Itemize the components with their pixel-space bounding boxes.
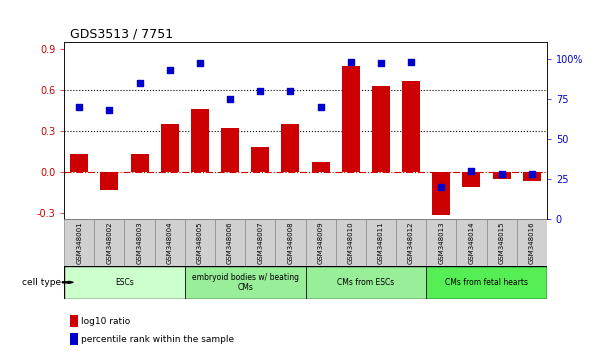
FancyBboxPatch shape [64, 266, 185, 299]
Bar [282, 124, 299, 172]
Text: GSM348007: GSM348007 [257, 221, 263, 264]
Text: GSM348013: GSM348013 [438, 221, 444, 264]
FancyBboxPatch shape [456, 219, 486, 266]
FancyBboxPatch shape [276, 219, 306, 266]
Text: GSM348012: GSM348012 [408, 221, 414, 264]
FancyBboxPatch shape [517, 219, 547, 266]
FancyBboxPatch shape [185, 219, 215, 266]
Bar [161, 124, 179, 172]
Bar [463, 172, 480, 187]
Point [285, 88, 295, 93]
Text: GSM348006: GSM348006 [227, 221, 233, 264]
Bar [372, 86, 390, 172]
FancyBboxPatch shape [245, 219, 276, 266]
Text: GSM348014: GSM348014 [469, 221, 474, 264]
Point [195, 61, 205, 66]
Text: log10 ratio: log10 ratio [81, 317, 131, 326]
Point [255, 88, 265, 93]
Bar [342, 65, 360, 172]
Point [376, 61, 386, 66]
FancyBboxPatch shape [366, 219, 396, 266]
Bar [312, 162, 330, 172]
Point [316, 104, 326, 110]
Bar [70, 154, 89, 172]
Bar [191, 109, 209, 172]
Bar [523, 172, 541, 181]
Bar [402, 81, 420, 172]
Point [406, 59, 416, 65]
Bar [221, 128, 239, 172]
Text: GSM348002: GSM348002 [106, 221, 112, 264]
Point [467, 169, 477, 174]
Bar [251, 147, 269, 172]
Point [497, 172, 507, 177]
Text: GSM348016: GSM348016 [529, 221, 535, 264]
Text: GSM348011: GSM348011 [378, 221, 384, 264]
FancyBboxPatch shape [185, 266, 306, 299]
FancyBboxPatch shape [426, 219, 456, 266]
Text: GSM348004: GSM348004 [167, 221, 173, 264]
FancyBboxPatch shape [335, 219, 366, 266]
Text: GSM348008: GSM348008 [287, 221, 293, 264]
Text: cell type: cell type [22, 278, 61, 287]
Text: GSM348009: GSM348009 [318, 221, 324, 264]
FancyBboxPatch shape [64, 219, 94, 266]
FancyBboxPatch shape [486, 219, 517, 266]
Text: GSM348001: GSM348001 [76, 221, 82, 264]
Bar [492, 172, 511, 179]
Point [75, 104, 84, 110]
Point [436, 184, 446, 190]
Point [225, 96, 235, 102]
Text: GSM348005: GSM348005 [197, 221, 203, 264]
FancyBboxPatch shape [94, 219, 125, 266]
Text: percentile rank within the sample: percentile rank within the sample [81, 335, 235, 344]
FancyBboxPatch shape [155, 219, 185, 266]
Point [104, 107, 114, 113]
Point [134, 80, 144, 86]
Text: GSM348015: GSM348015 [499, 221, 505, 264]
FancyBboxPatch shape [306, 266, 426, 299]
FancyBboxPatch shape [125, 219, 155, 266]
FancyBboxPatch shape [306, 219, 335, 266]
Point [165, 67, 175, 73]
FancyBboxPatch shape [396, 219, 426, 266]
Text: GDS3513 / 7751: GDS3513 / 7751 [70, 28, 174, 41]
Bar [432, 172, 450, 215]
Point [346, 59, 356, 65]
Text: ESCs: ESCs [115, 278, 134, 287]
Bar [131, 154, 148, 172]
Text: GSM348010: GSM348010 [348, 221, 354, 264]
FancyBboxPatch shape [215, 219, 245, 266]
Bar [100, 172, 119, 189]
Text: embryoid bodies w/ beating
CMs: embryoid bodies w/ beating CMs [192, 273, 299, 292]
Point [527, 172, 536, 177]
Text: GSM348003: GSM348003 [137, 221, 142, 264]
Text: CMs from fetal hearts: CMs from fetal hearts [445, 278, 528, 287]
FancyBboxPatch shape [426, 266, 547, 299]
Text: CMs from ESCs: CMs from ESCs [337, 278, 395, 287]
